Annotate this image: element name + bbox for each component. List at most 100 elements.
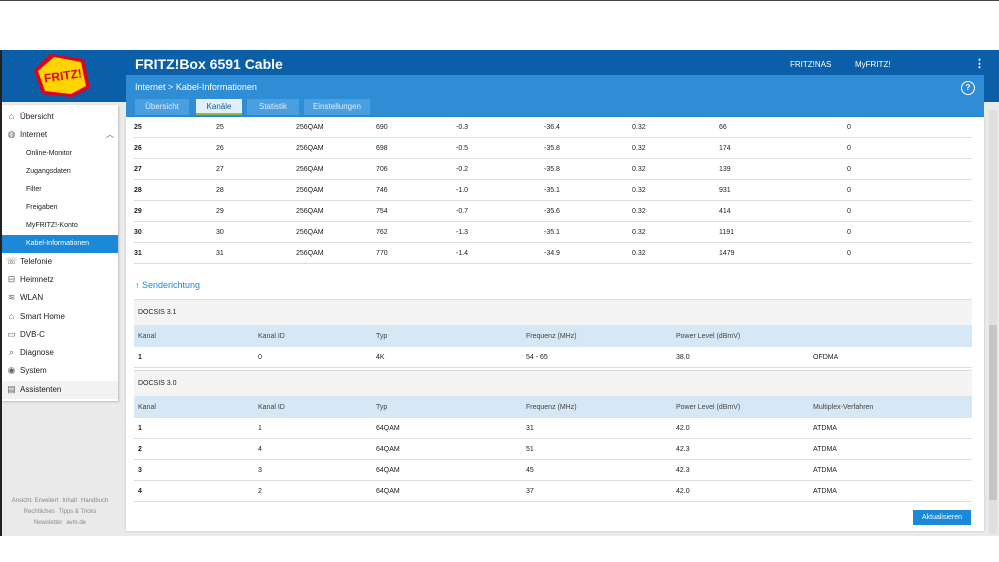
help-icon[interactable]: ? — [961, 81, 975, 95]
table-cell: 28 — [134, 187, 142, 194]
docsis31-rows: 1 0 4K 54 - 65 38.0 OFDMA — [134, 347, 972, 368]
table-row: 2 4 64QAM 51 42.3 ATDMA — [134, 439, 972, 460]
table-cell: 931 — [719, 187, 731, 194]
sidebar-item-filter[interactable]: Filter — [2, 181, 118, 199]
sidebar-item-system[interactable]: ◉ System — [2, 362, 118, 380]
table-cell: 0 — [847, 145, 851, 152]
sidebar-item-diagnose[interactable]: ⌕ Diagnose — [2, 344, 118, 362]
table-cell: 42.0 — [676, 488, 690, 495]
table-cell: 256QAM — [296, 145, 324, 152]
sidebar-item-heimnetz[interactable]: ⊟ Heimnetz — [2, 271, 118, 289]
footer-link-avm[interactable]: avm.de — [66, 520, 87, 526]
system-icon: ◉ — [7, 365, 16, 375]
sidebar-item-uebersicht[interactable]: ⌂ Übersicht — [2, 108, 118, 126]
table-cell: 25 — [134, 124, 142, 131]
table-cell: 414 — [719, 208, 731, 215]
sub-header: Internet > Kabel-Informationen ? Übersic… — [126, 75, 984, 117]
table-row: 29 29 256QAM 754 -0.7 -35.6 0.32 414 0 — [134, 201, 972, 222]
sidebar-item-label: Online-Monitor — [26, 150, 72, 157]
table-cell: 29 — [216, 208, 224, 215]
table-cell: 139 — [719, 166, 731, 173]
table-cell: 30 — [134, 229, 142, 236]
table-cell: 256QAM — [296, 187, 324, 194]
table-row: 27 27 256QAM 706 -0.2 -35.8 0.32 139 0 — [134, 159, 972, 180]
table-cell: 42.3 — [676, 467, 690, 474]
sidebar-item-online-monitor[interactable]: Online-Monitor — [2, 145, 118, 163]
table-cell: 66 — [719, 124, 727, 131]
docsis30-rows: 1 1 64QAM 31 42.0 ATDMA 2 4 64QAM 51 42.3 ATDMA 3 3 64… — [134, 418, 972, 502]
docsis31-section: DOCSIS 3.1 Kanal Kanal ID Typ Frequenz (MHz… — [134, 299, 972, 368]
tab-kanaele[interactable]: Kanäle — [196, 99, 242, 115]
senderichtung-link[interactable]: ↑ Senderichtung — [135, 280, 201, 290]
footer-link-rechtliches[interactable]: Rechtliches — [23, 509, 55, 515]
fritz-logo-icon: FRITZ! — [2, 50, 126, 102]
table-row: 31 31 256QAM 770 -1.4 -34.9 0.32 1479 0 — [134, 243, 972, 264]
table-cell: 1 — [138, 425, 142, 432]
fritznas-link[interactable]: FRITZ!NAS — [790, 60, 832, 69]
scrollbar[interactable] — [989, 110, 997, 534]
table-cell: -34.9 — [544, 250, 560, 257]
table-cell: ATDMA — [813, 467, 837, 474]
sidebar-item-myfritz-konto[interactable]: MyFRITZ!-Konto — [2, 217, 118, 235]
footer-link-inhalt[interactable]: Inhalt — [62, 498, 77, 504]
tab-statistik[interactable]: Statistik — [247, 99, 299, 115]
table-cell: 64QAM — [376, 425, 400, 432]
sidebar-item-label: Heimnetz — [20, 275, 54, 284]
table-row: 1 1 64QAM 31 42.0 ATDMA — [134, 418, 972, 439]
sidebar-item-kabel-informationen[interactable]: Kabel-Informationen — [2, 235, 118, 253]
myfritz-link[interactable]: MyFRITZ! — [855, 60, 891, 69]
table-row: 30 30 256QAM 762 -1.3 -35.1 0.32 1191 0 — [134, 222, 972, 243]
table-cell: 64QAM — [376, 488, 400, 495]
table-cell: 31 — [216, 250, 224, 257]
table-cell: 256QAM — [296, 208, 324, 215]
table-cell: 0.32 — [632, 229, 646, 236]
tab-einstellungen[interactable]: Einstellungen — [304, 99, 370, 115]
table-cell: 27 — [216, 166, 224, 173]
table-cell: 0 — [847, 166, 851, 173]
table-cell: 0 — [847, 124, 851, 131]
sidebar-item-assistenten[interactable]: ▤ Assistenten — [2, 381, 118, 399]
table-cell: 0 — [847, 250, 851, 257]
table-cell: 38.0 — [676, 354, 690, 361]
breadcrumb-parent[interactable]: Internet — [135, 82, 166, 92]
footer-link-newsletter[interactable]: Newsletter — [33, 520, 63, 526]
fritz-logo[interactable]: FRITZ! — [2, 50, 126, 102]
sidebar-item-label: Zugangsdaten — [26, 168, 71, 175]
globe-icon: ◍ — [7, 129, 16, 139]
refresh-button[interactable]: Aktualisieren — [913, 510, 971, 525]
table-cell: ATDMA — [813, 446, 837, 453]
footer-link-tipps[interactable]: Tipps & Tricks — [58, 509, 97, 515]
table-cell: 26 — [216, 145, 224, 152]
main-content: 25 25 256QAM 690 -0.3 -36.4 0.32 66 0 26 26 256QAM 6… — [126, 117, 984, 531]
footer-link-ansicht[interactable]: Ansicht: Erweitert — [11, 498, 59, 504]
table-cell: 26 — [134, 145, 142, 152]
scrollbar-thumb[interactable] — [989, 325, 997, 500]
diagnose-icon: ⌕ — [8, 347, 15, 357]
table-cell: 42.3 — [676, 446, 690, 453]
table-cell: 754 — [376, 208, 388, 215]
tab-uebersicht[interactable]: Übersicht — [135, 99, 189, 115]
sidebar-item-zugangsdaten[interactable]: Zugangsdaten — [2, 163, 118, 181]
table-cell: -0.5 — [456, 145, 469, 152]
wifi-icon: ≋ — [7, 292, 16, 302]
more-menu-icon[interactable]: ⋮ — [974, 58, 985, 70]
table-cell: -0.2 — [456, 166, 469, 173]
sidebar-item-label: Smart Home — [20, 312, 65, 321]
footer-link-handbuch[interactable]: Handbuch — [81, 498, 109, 504]
column-header: Frequenz (MHz) — [526, 333, 577, 340]
table-cell: 706 — [376, 166, 388, 173]
logo-text: FRITZ! — [43, 66, 83, 85]
sidebar-item-telefonie[interactable]: ☏ Telefonie — [2, 253, 118, 271]
sidebar-item-label: DVB-C — [20, 330, 45, 339]
sidebar-item-wlan[interactable]: ≋ WLAN — [2, 289, 118, 307]
sidebar-item-dvb-c[interactable]: ▭ DVB-C — [2, 326, 118, 344]
table-cell: 25 — [216, 124, 224, 131]
sidebar-item-label: Übersicht — [20, 112, 54, 121]
sidebar-item-smart-home[interactable]: ⌂ Smart Home — [2, 308, 118, 326]
sidebar-item-label: WLAN — [20, 293, 44, 302]
sidebar-item-freigaben[interactable]: Freigaben — [2, 199, 118, 217]
column-header: Kanal ID — [258, 404, 285, 411]
sidebar-item-label: Diagnose — [20, 348, 54, 357]
browser-bottom-area — [0, 536, 999, 562]
sidebar-item-internet[interactable]: ◍ Internet ︿ — [2, 126, 118, 144]
